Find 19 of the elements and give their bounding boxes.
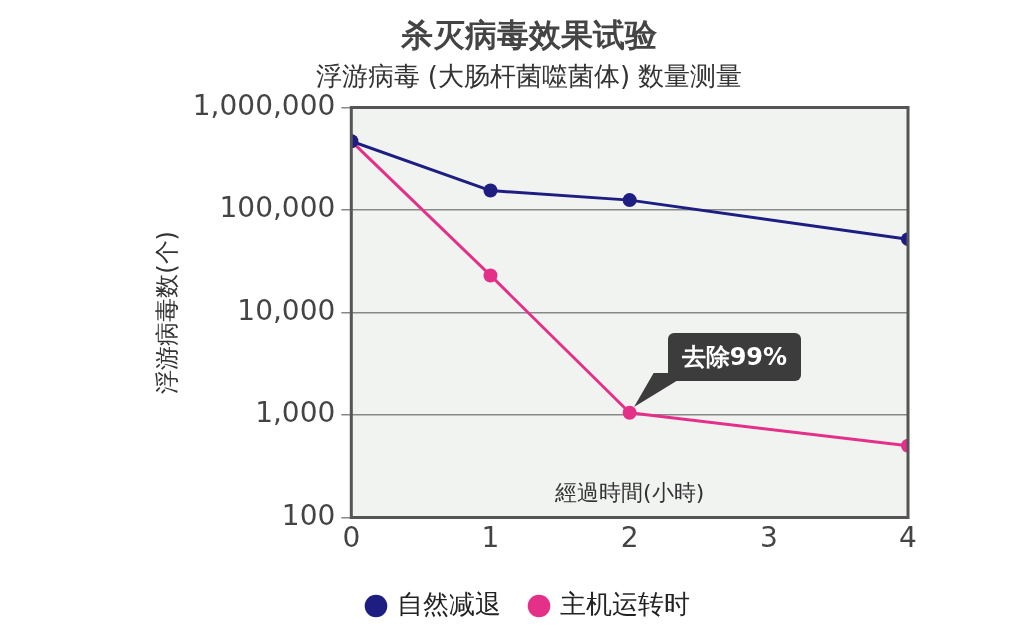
- x-tick-label: 4: [899, 521, 917, 555]
- y-axis-title: 浮游病毒数(个): [152, 231, 181, 394]
- y-tick-label: 100,000: [219, 191, 336, 225]
- legend-label: 主机运转时: [560, 588, 690, 619]
- x-tick-label: 1: [481, 521, 500, 555]
- annotation: 去除99%: [667, 332, 802, 381]
- x-tick-label: 0: [342, 521, 361, 555]
- x-axis-title: 經過時間(小時): [554, 480, 705, 506]
- x-tick-label: 2: [620, 521, 639, 555]
- y-tick-label: 1,000: [255, 396, 336, 430]
- point: [483, 268, 498, 283]
- y-tick-label: 100: [281, 498, 336, 532]
- x-tick-label: 3: [759, 521, 778, 555]
- point: [622, 405, 637, 420]
- chart-subtitle: 浮游病毒 (大肠杆菌噬菌体) 数量测量: [315, 60, 743, 91]
- y-tick-label: 1,000,000: [192, 88, 336, 122]
- y-tick-label: 10,000: [237, 293, 336, 327]
- legend-label: 自然减退: [397, 588, 501, 619]
- chart-title: 杀灭病毒效果试验: [400, 15, 658, 54]
